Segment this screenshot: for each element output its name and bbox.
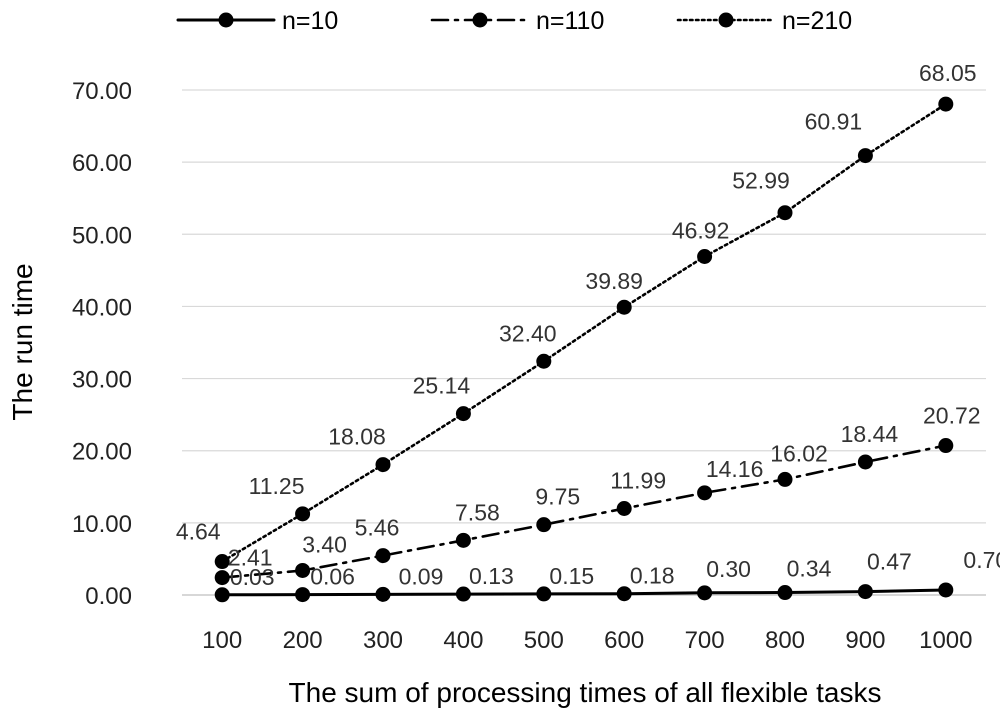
data-point [938, 438, 954, 454]
legend-marker [472, 12, 488, 28]
series-line [220, 102, 948, 563]
x-axis-ticks: 100 200 300 400 500 600 700 800 900 1000 [202, 627, 972, 654]
y-tick-label: 40.00 [72, 294, 132, 321]
data-point [616, 299, 632, 315]
data-point [777, 471, 793, 487]
data-label: 25.14 [413, 373, 471, 399]
data-label: 0.70 [963, 547, 1000, 573]
data-label: 0.06 [310, 564, 355, 590]
data-point [536, 586, 552, 602]
x-tick-label: 500 [524, 627, 564, 654]
data-label: 0.13 [469, 563, 514, 589]
data-label: 0.03 [230, 564, 275, 590]
data-label: 46.92 [672, 218, 730, 244]
x-tick-label: 1000 [919, 627, 972, 654]
data-point [697, 249, 713, 265]
y-tick-label: 70.00 [72, 78, 132, 105]
legend: n=10 n=110 n=210 [176, 7, 852, 35]
data-point [455, 406, 471, 422]
data-point [697, 485, 713, 501]
data-label: 0.47 [867, 549, 912, 575]
data-point [777, 205, 793, 221]
legend-label: n=110 [536, 7, 604, 35]
data-point [938, 582, 954, 598]
data-point [697, 585, 713, 601]
x-tick-label: 100 [202, 627, 242, 654]
data-point [938, 96, 954, 112]
series-line [220, 444, 948, 579]
data-point [455, 586, 471, 602]
y-tick-label: 30.00 [72, 367, 132, 394]
data-point [295, 587, 311, 603]
data-point [536, 353, 552, 369]
data-point [375, 548, 391, 564]
data-label: 52.99 [732, 168, 790, 194]
data-label: 9.75 [535, 484, 580, 510]
x-tick-label: 900 [845, 627, 885, 654]
data-label: 3.40 [302, 531, 347, 557]
data-point [536, 517, 552, 533]
data-point [214, 554, 230, 570]
data-label: 39.89 [585, 268, 643, 294]
data-label: 2.41 [228, 545, 273, 571]
gridlines [182, 89, 986, 596]
data-point [295, 562, 311, 578]
data-label: 0.18 [630, 563, 675, 589]
data-labels: 0.03 0.06 0.09 0.13 0.15 0.18 0.30 0.34 0.47 0.70… [176, 60, 1000, 590]
data-point [295, 506, 311, 522]
data-point [857, 148, 873, 164]
data-point [777, 585, 793, 601]
data-label: 32.40 [499, 320, 557, 346]
data-point [214, 587, 230, 603]
x-tick-label: 600 [604, 627, 644, 654]
data-point [375, 457, 391, 473]
data-label: 60.91 [805, 109, 863, 135]
data-point [616, 586, 632, 602]
data-point [616, 501, 632, 517]
data-label: 20.72 [923, 403, 981, 429]
data-label: 5.46 [355, 515, 400, 541]
data-point [455, 532, 471, 548]
data-label: 18.08 [328, 424, 386, 450]
data-label: 7.58 [455, 499, 500, 525]
legend-label: n=210 [782, 7, 852, 35]
legend-marker [718, 12, 734, 28]
data-label: 0.34 [787, 556, 832, 582]
data-label: 16.02 [770, 440, 828, 466]
data-label: 4.64 [176, 519, 221, 545]
legend-marker [218, 12, 234, 28]
y-tick-label: 20.00 [72, 439, 132, 466]
data-point [857, 584, 873, 600]
y-tick-label: 10.00 [72, 511, 132, 538]
data-label: 11.25 [249, 473, 305, 499]
y-tick-label: 50.00 [72, 222, 132, 249]
data-label: 68.05 [919, 60, 977, 86]
series-line [220, 588, 948, 597]
x-tick-label: 200 [283, 627, 323, 654]
y-tick-label: 60.00 [72, 150, 132, 177]
data-label: 0.15 [549, 563, 594, 589]
x-tick-label: 700 [685, 627, 725, 654]
y-tick-label: 0.00 [85, 583, 132, 610]
legend-label: n=10 [282, 7, 338, 35]
x-tick-label: 800 [765, 627, 805, 654]
data-point [214, 570, 230, 586]
x-tick-label: 300 [363, 627, 403, 654]
data-label: 0.09 [399, 563, 444, 589]
data-label: 14.16 [706, 456, 764, 482]
series-lines [214, 96, 954, 603]
data-label: 11.99 [610, 468, 666, 494]
y-axis-ticks: 0.00 10.00 20.00 30.00 40.00 50.00 60.00 70.00 [72, 78, 132, 610]
data-point [857, 454, 873, 470]
x-tick-label: 400 [443, 627, 483, 654]
x-axis-title: The sum of processing times of all flexi… [289, 677, 882, 708]
data-label: 18.44 [841, 421, 899, 447]
data-label: 0.30 [706, 556, 751, 582]
y-axis-title: The run time [7, 263, 38, 420]
data-point [375, 586, 391, 602]
